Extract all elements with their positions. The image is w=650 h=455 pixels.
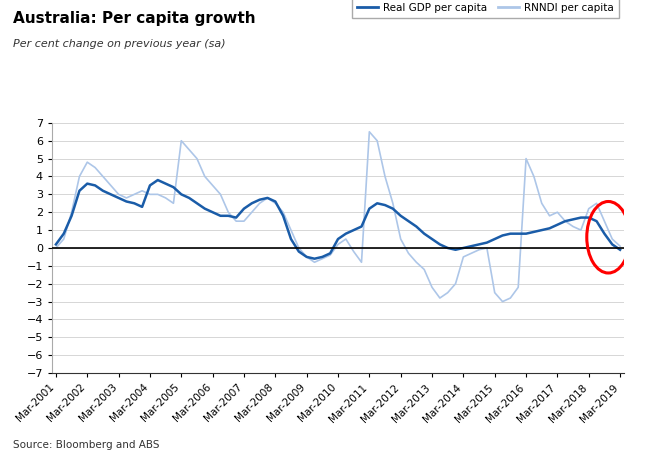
Text: Australia: Per capita growth: Australia: Per capita growth	[13, 11, 255, 26]
Legend: Real GDP per capita, RNNDI per capita: Real GDP per capita, RNNDI per capita	[352, 0, 619, 18]
Text: Per cent change on previous year (sa): Per cent change on previous year (sa)	[13, 39, 226, 49]
Text: Source: Bloomberg and ABS: Source: Bloomberg and ABS	[13, 440, 159, 450]
